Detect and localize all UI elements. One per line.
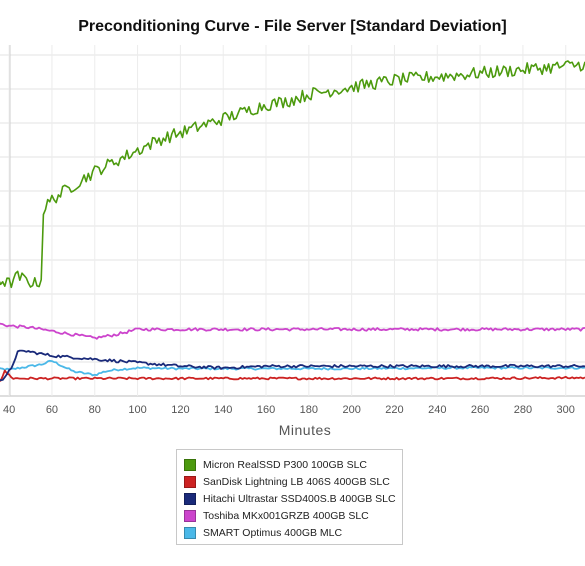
legend-label: SMART Optimus 400GB MLC bbox=[203, 526, 343, 539]
x-tick-label: 80 bbox=[89, 404, 101, 416]
legend: Micron RealSSD P300 100GB SLC SanDisk Lig… bbox=[176, 449, 403, 545]
legend-item[interactable]: SMART Optimus 400GB MLC bbox=[184, 524, 402, 541]
legend-label: SanDisk Lightning LB 406S 400GB SLC bbox=[203, 475, 390, 488]
x-tick-labels: 40 60 80 100 120 140 160 180 200 220 240 260 280 300 bbox=[3, 404, 575, 416]
series-line-3 bbox=[0, 322, 585, 340]
x-tick-label: 300 bbox=[557, 404, 575, 416]
x-tick-label: 220 bbox=[385, 404, 403, 416]
grid-lines bbox=[0, 45, 585, 397]
x-tick-label: 200 bbox=[342, 404, 360, 416]
legend-label: Toshiba MKx001GRZB 400GB SLC bbox=[203, 509, 369, 522]
legend-swatch bbox=[184, 475, 196, 488]
x-tick-label: 100 bbox=[128, 404, 146, 416]
x-tick-label: 240 bbox=[428, 404, 446, 416]
plot-area: 40 60 80 100 120 140 160 180 200 220 240 260 280 300 bbox=[0, 45, 585, 416]
legend-item[interactable]: Hitachi Ultrastar SSD400S.B 400GB SLC bbox=[184, 490, 402, 507]
series-line-2 bbox=[0, 349, 585, 382]
x-axis-label: Minutes bbox=[278, 422, 332, 438]
legend-item[interactable]: Toshiba MKx001GRZB 400GB SLC bbox=[184, 507, 402, 524]
series-lines bbox=[0, 60, 585, 382]
x-tick-label: 180 bbox=[300, 404, 318, 416]
x-tick-label: 60 bbox=[46, 404, 58, 416]
legend-label: Hitachi Ultrastar SSD400S.B 400GB SLC bbox=[203, 492, 396, 505]
x-tick-label: 140 bbox=[214, 404, 232, 416]
legend-swatch bbox=[184, 458, 196, 471]
legend-swatch bbox=[184, 526, 196, 539]
x-tick-label: 120 bbox=[171, 404, 189, 416]
legend-label: Micron RealSSD P300 100GB SLC bbox=[203, 458, 367, 471]
legend-swatch bbox=[184, 492, 196, 505]
x-tick-label: 40 bbox=[3, 404, 15, 416]
legend-item[interactable]: SanDisk Lightning LB 406S 400GB SLC bbox=[184, 473, 402, 490]
x-tick-label: 280 bbox=[514, 404, 532, 416]
legend-item[interactable]: Micron RealSSD P300 100GB SLC bbox=[184, 456, 402, 473]
series-line-0 bbox=[0, 60, 585, 289]
legend-swatch bbox=[184, 509, 196, 522]
series-line-1 bbox=[0, 369, 585, 382]
series-line-4 bbox=[0, 359, 585, 377]
x-tick-label: 160 bbox=[257, 404, 275, 416]
x-tick-label: 260 bbox=[471, 404, 489, 416]
chart-title: Preconditioning Curve - File Server [Sta… bbox=[78, 18, 507, 35]
